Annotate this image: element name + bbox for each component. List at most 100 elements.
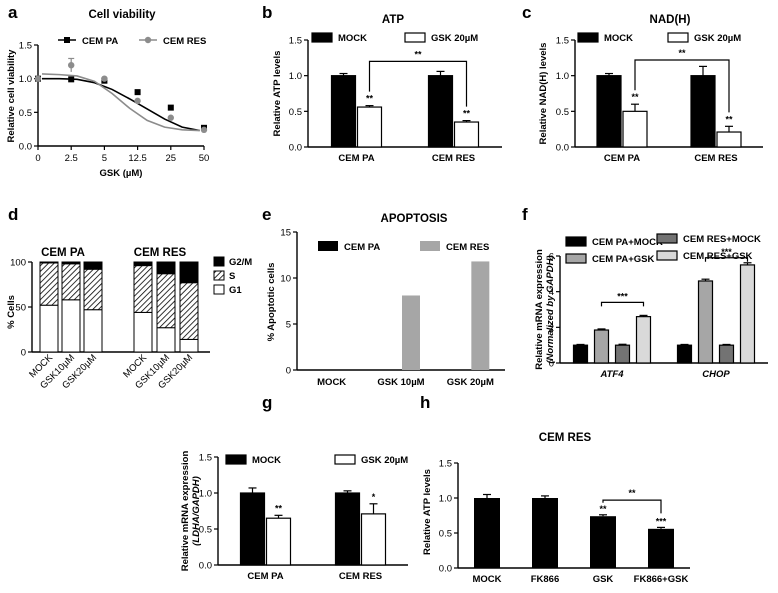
panel-d-legend-label: G1 bbox=[229, 285, 242, 296]
panel-c-group-label: CEM PA bbox=[604, 153, 640, 164]
panel-a-point bbox=[68, 76, 75, 83]
panel-h-bracket-significance: ** bbox=[628, 488, 636, 498]
panel-c-y-label: Relative NAD(H) levels bbox=[538, 43, 549, 145]
panel-c-bar bbox=[690, 75, 716, 148]
panel-c-bracket bbox=[634, 59, 730, 113]
panel-c-legend-label: MOCK bbox=[604, 33, 633, 44]
panel-g-legend-label: GSK 20µM bbox=[361, 455, 408, 466]
panel-d-legend-swatch bbox=[213, 270, 225, 281]
panel-c-bar bbox=[622, 110, 648, 148]
panel-f-bracket-significance: *** bbox=[721, 247, 732, 257]
panel-g-ytick-label: 0.5 bbox=[199, 525, 212, 536]
panel-g-bar bbox=[239, 492, 266, 566]
panel-d-stack-segment-G2M bbox=[61, 261, 81, 265]
panel-d-stack-segment-G2M bbox=[179, 261, 199, 284]
panel-a-y-label: Relative cell viability bbox=[6, 49, 17, 143]
panel-a-point bbox=[167, 114, 174, 121]
panel-letter-b: b bbox=[262, 3, 272, 22]
panel-e-category-label: GSK 10µM bbox=[377, 377, 424, 388]
panel-a-fit-curve-1 bbox=[41, 73, 200, 132]
panel-c-significance: ** bbox=[725, 114, 733, 124]
panel-d-stack-segment-G2M bbox=[156, 261, 176, 275]
panel-h-category-label: GSK bbox=[593, 574, 614, 585]
panel-b-legend-label: MOCK bbox=[338, 33, 367, 44]
panel-b-legend-swatch bbox=[404, 32, 426, 43]
panel-a-point bbox=[68, 61, 75, 69]
panel-d-group-title: CEM RES bbox=[134, 247, 187, 259]
panel-f-legend-label: CEM RES+MOCK bbox=[683, 234, 761, 245]
panel-a-xtick-label: 50 bbox=[199, 153, 210, 164]
panel-e-title: APOPTOSIS bbox=[381, 213, 448, 225]
panel-letter-f: f bbox=[522, 205, 528, 224]
panel-g-significance: ** bbox=[275, 503, 283, 513]
panel-e-bar bbox=[402, 295, 420, 370]
panel-h-category-label: FK866+GSK bbox=[634, 574, 689, 585]
panel-d-stack-segment-S bbox=[61, 263, 81, 301]
panel-f-bar bbox=[593, 329, 610, 364]
panel-c-group-label: CEM RES bbox=[694, 153, 737, 164]
panel-d-stack-segment-S bbox=[133, 265, 153, 313]
panel-a-point bbox=[134, 97, 141, 105]
panel-a-point bbox=[34, 75, 42, 82]
panel-b-bar bbox=[356, 106, 383, 148]
panel-c-bar bbox=[596, 75, 622, 148]
panel-f-bracket bbox=[600, 301, 645, 307]
panel-b-significance: ** bbox=[463, 109, 471, 119]
panel-f-group-label: ATF4 bbox=[599, 369, 624, 380]
panel-c-ytick-label: 1.5 bbox=[556, 36, 569, 47]
panel-b-ytick-label: 1.5 bbox=[289, 36, 302, 47]
panel-e-y-label: % Apoptotic cells bbox=[266, 263, 277, 342]
panel-f-bar bbox=[676, 344, 693, 364]
panel-g-bar bbox=[334, 492, 361, 566]
panel-d-group-title: CEM PA bbox=[41, 247, 85, 259]
panel-a-fit-curve-0 bbox=[42, 77, 200, 132]
panel-letter-h: h bbox=[420, 393, 430, 412]
panel-c-legend-swatch bbox=[577, 32, 599, 43]
panel-b-ytick-label: 1.0 bbox=[289, 71, 302, 82]
panel-a-xtick-label: 2.5 bbox=[65, 153, 78, 164]
panel-g-y-label: Relative mRNA expression bbox=[180, 451, 191, 572]
panel-c-bar bbox=[716, 131, 742, 148]
panel-b-bar bbox=[330, 75, 357, 148]
panel-f-ytick-label: 4 bbox=[549, 287, 554, 298]
panel-d-stack-segment-G2M bbox=[39, 261, 59, 264]
panel-a-xtick-label: 12.5 bbox=[128, 153, 147, 164]
panel-b-bracket bbox=[368, 60, 468, 107]
panel-h-bar bbox=[474, 498, 500, 568]
panel-a-ytick-label: 1.5 bbox=[19, 41, 32, 52]
panel-a-point bbox=[200, 126, 208, 134]
panel-a-ytick-label: 0.0 bbox=[19, 142, 32, 153]
panel-a-legend-marker bbox=[144, 36, 152, 44]
panel-f-legend-swatch bbox=[656, 233, 678, 244]
panel-g-legend-swatch bbox=[334, 454, 356, 465]
panel-a-legend-label: CEM RES bbox=[163, 36, 206, 47]
panel-d-stack-segment-G1 bbox=[39, 304, 59, 353]
panel-b-ytick-label: 0.0 bbox=[289, 143, 302, 154]
panel-f-bar bbox=[697, 280, 714, 364]
panel-f-ytick-label: 2 bbox=[549, 323, 554, 334]
panel-b-legend-swatch bbox=[311, 32, 333, 43]
panel-g-ytick-label: 1.5 bbox=[199, 453, 212, 464]
panel-d-legend-swatch bbox=[213, 256, 225, 267]
panel-d-stack-segment-S bbox=[39, 262, 59, 306]
panel-f-legend-label: CEM PA+MOCK bbox=[592, 237, 663, 248]
panel-c-legend-label: GSK 20µM bbox=[694, 33, 741, 44]
panel-f-bar bbox=[739, 264, 756, 364]
panel-h-bar bbox=[648, 528, 674, 568]
panel-f-y-label-2: (Normalized by GAPDH) bbox=[545, 255, 556, 363]
panel-f-legend-swatch bbox=[565, 236, 587, 247]
panel-letter-d: d bbox=[8, 205, 18, 224]
panel-f-bar bbox=[718, 344, 735, 364]
panel-g-bar bbox=[265, 517, 292, 566]
panel-a-xtick-label: 5 bbox=[102, 153, 107, 164]
panel-h-bar bbox=[532, 498, 558, 568]
panel-f-legend-swatch bbox=[656, 250, 678, 261]
panel-b-ytick-label: 0.5 bbox=[289, 107, 302, 118]
panel-c-legend-swatch bbox=[667, 32, 689, 43]
panel-letter-e: e bbox=[262, 205, 271, 224]
panel-d-stack-segment-G1 bbox=[179, 338, 199, 353]
panel-a-xtick-label: 25 bbox=[166, 153, 177, 164]
panel-h-category-label: FK866 bbox=[531, 574, 560, 585]
panel-g-group-label: CEM RES bbox=[339, 571, 382, 582]
panel-e-bar bbox=[471, 261, 490, 370]
